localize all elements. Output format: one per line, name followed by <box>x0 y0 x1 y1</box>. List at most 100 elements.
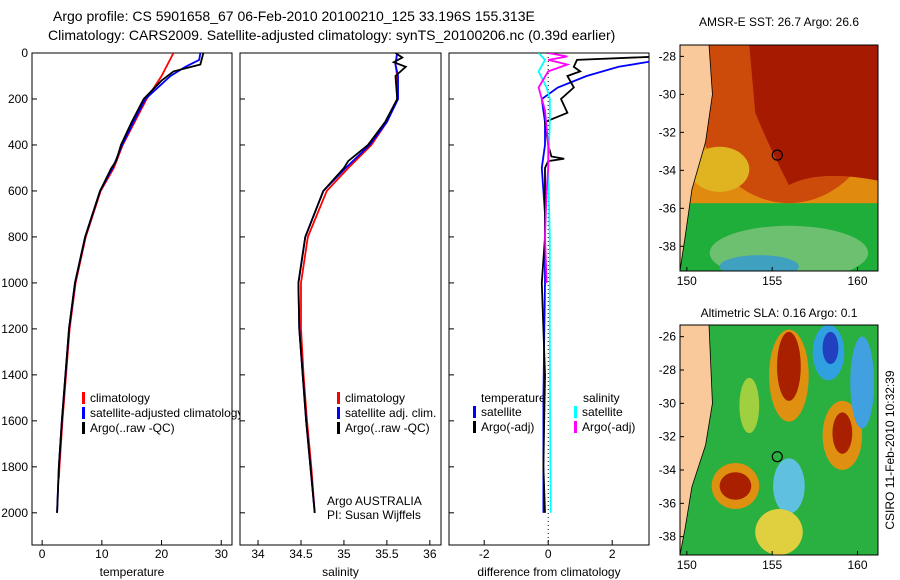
yellow-patch <box>689 146 750 192</box>
x-tick-label: 35.5 <box>375 547 399 561</box>
y-tick-label: 1200 <box>1 322 28 336</box>
map-field <box>680 45 878 271</box>
legend-label: satellite <box>481 405 522 419</box>
x-tick-label: 35 <box>337 547 351 561</box>
cold-patch <box>719 255 799 271</box>
map-title: AMSR-E SST: 26.7 Argo: 26.6 <box>699 15 859 29</box>
legend-header-temperature: temperature <box>481 391 546 405</box>
legend-swatch <box>473 406 476 418</box>
map-panel-1: AMSR-E SST: 26.7 Argo: 26.6 150 155 160 -28 -… <box>659 15 879 288</box>
anomaly-blob <box>832 412 853 454</box>
annotation-text: Argo AUSTRALIA <box>327 494 422 508</box>
y-tick-label: 200 <box>8 92 28 106</box>
legend-swatch <box>82 392 85 404</box>
title-line-1: Argo profile: CS 5901658_67 06-Feb-2010 … <box>53 8 535 24</box>
plot-frame <box>31 52 233 546</box>
x-tick-label: 36 <box>423 547 437 561</box>
land-australia <box>680 45 713 271</box>
y-tick-label: -32 <box>659 125 677 139</box>
credit-text: CSIRO 11-Feb-2010 10:32:39 <box>883 370 897 530</box>
legend-swatch <box>337 392 340 404</box>
series-line-argo-raw-qc- <box>56 53 205 513</box>
hot-core <box>749 45 878 186</box>
y-tick-label: 1600 <box>1 414 28 428</box>
series-line-argo-raw-qc- <box>297 53 408 513</box>
legend-label: Argo(..raw -QC) <box>90 421 175 435</box>
anomaly-blob <box>739 377 760 434</box>
legend-swatch <box>82 407 85 419</box>
y-tick-label: -32 <box>659 430 677 444</box>
x-tick-label: 30 <box>215 547 229 561</box>
legend-swatch <box>337 407 340 419</box>
legend-swatch <box>574 406 577 418</box>
x-tick-label: 150 <box>677 558 697 572</box>
x-tick-label: 160 <box>848 274 868 288</box>
y-tick-label: 600 <box>8 184 28 198</box>
legend-label: Argo(-adj) <box>481 420 534 434</box>
x-axis-label: difference from climatology <box>477 565 620 579</box>
legend-swatch <box>574 421 577 433</box>
cool-patch <box>709 225 869 271</box>
y-tick-label: 0 <box>21 46 28 60</box>
y-tick-label: -36 <box>659 201 677 215</box>
series-line-salinity-satellite <box>537 53 552 513</box>
y-tick-label: 1000 <box>1 276 28 290</box>
map-title: Altimetric SLA: 0.16 Argo: 0.1 <box>701 306 858 320</box>
profile-panel-3: -2 0 2 difference from climatology temperatu… <box>448 52 650 579</box>
legend-label: climatology <box>345 391 405 405</box>
x-tick-label: 34.5 <box>289 547 313 561</box>
y-tick-label: -36 <box>659 496 677 510</box>
x-tick-label: 20 <box>155 547 169 561</box>
argo-location-marker <box>771 451 783 463</box>
series-line-salinity-argo-adj- <box>537 53 571 283</box>
y-tick-label: -38 <box>659 530 677 544</box>
plot-frame <box>239 52 442 546</box>
map-frame <box>679 324 879 556</box>
y-tick-label: -26 <box>659 330 677 344</box>
legend-swatch <box>473 421 476 433</box>
legend-label: satellite-adjusted climatology <box>90 406 243 420</box>
legend-swatch <box>337 422 340 434</box>
map-field <box>680 325 878 555</box>
x-tick-label: 0 <box>545 547 552 561</box>
y-tick-label: -34 <box>659 163 677 177</box>
y-tick-label: -34 <box>659 463 677 477</box>
y-tick-label: 1800 <box>1 460 28 474</box>
x-tick-label: 34 <box>251 547 265 561</box>
profile-panel-1: 0 200 400 600 800 1000 1200 1400 1600 1800 2000 0 10… <box>1 46 243 579</box>
legend-label: climatology <box>90 391 150 405</box>
legend-swatch <box>82 422 85 434</box>
y-tick-label: 800 <box>8 230 28 244</box>
x-tick-label: 2 <box>609 547 616 561</box>
anomaly-blob <box>773 458 805 514</box>
x-tick-label: -2 <box>479 547 490 561</box>
y-tick-label: -30 <box>659 396 677 410</box>
legend-header-salinity: salinity <box>583 391 620 405</box>
title-line-2: Climatology: CARS2009. Satellite-adjuste… <box>48 27 616 43</box>
land-australia <box>680 325 713 555</box>
x-tick-label: 10 <box>95 547 109 561</box>
map-frame <box>679 44 879 272</box>
y-tick-label: -38 <box>659 239 677 253</box>
x-tick-label: 150 <box>677 274 697 288</box>
y-tick-label: -28 <box>659 49 677 63</box>
y-tick-label: -30 <box>659 87 677 101</box>
y-tick-label: 2000 <box>1 506 28 520</box>
y-tick-label: 400 <box>8 138 28 152</box>
anomaly-blob <box>777 331 801 401</box>
anomaly-blob <box>850 336 875 429</box>
annotation-text: PI: Susan Wijffels <box>327 508 421 522</box>
legend-label: Argo(-adj) <box>582 420 635 434</box>
legend-label: Argo(..raw -QC) <box>345 421 430 435</box>
anomaly-blob <box>719 472 752 500</box>
profile-panel-2: 34 34.5 35 35.5 36 salinity climatologysatelli… <box>239 52 442 579</box>
anomaly-blob <box>822 331 839 365</box>
x-axis-label: salinity <box>322 565 359 579</box>
anomaly-blob <box>755 509 803 555</box>
legend-label: satellite <box>582 405 623 419</box>
x-tick-label: 160 <box>848 558 868 572</box>
legend-label: satellite adj. clim. <box>345 406 436 420</box>
x-tick-label: 155 <box>762 558 782 572</box>
